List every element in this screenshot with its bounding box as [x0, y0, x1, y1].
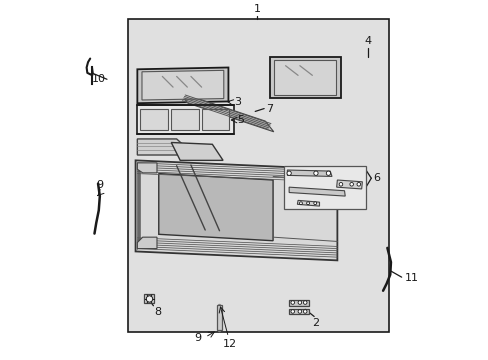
- Circle shape: [339, 183, 342, 186]
- Circle shape: [303, 310, 306, 313]
- Text: 7: 7: [265, 104, 272, 113]
- Circle shape: [146, 296, 152, 302]
- Circle shape: [299, 202, 302, 204]
- Polygon shape: [135, 160, 337, 260]
- Polygon shape: [283, 166, 365, 208]
- Text: 1: 1: [253, 4, 260, 14]
- Text: 12: 12: [223, 339, 237, 349]
- Circle shape: [290, 310, 294, 313]
- Polygon shape: [171, 109, 198, 130]
- Text: 9: 9: [96, 180, 103, 190]
- Circle shape: [298, 310, 301, 313]
- Polygon shape: [216, 305, 222, 330]
- Bar: [128, 19, 388, 332]
- Text: 2: 2: [311, 318, 318, 328]
- Circle shape: [290, 301, 294, 304]
- Text: 10: 10: [92, 74, 106, 84]
- Text: 9: 9: [193, 333, 201, 343]
- Circle shape: [303, 301, 306, 304]
- Text: 5: 5: [237, 115, 244, 125]
- Circle shape: [313, 202, 316, 204]
- Polygon shape: [288, 309, 308, 314]
- Text: 6: 6: [372, 173, 379, 183]
- Polygon shape: [288, 187, 345, 196]
- Polygon shape: [137, 139, 194, 155]
- Circle shape: [349, 183, 353, 186]
- Polygon shape: [179, 93, 273, 132]
- Polygon shape: [137, 237, 157, 249]
- Text: 8: 8: [154, 307, 161, 317]
- Circle shape: [298, 301, 301, 304]
- Polygon shape: [288, 300, 308, 306]
- Polygon shape: [142, 70, 224, 100]
- Circle shape: [325, 171, 330, 175]
- Polygon shape: [269, 57, 340, 98]
- Polygon shape: [137, 67, 228, 103]
- Text: 11: 11: [404, 273, 418, 283]
- Text: 4: 4: [364, 36, 370, 46]
- Text: 3: 3: [233, 97, 240, 107]
- Circle shape: [313, 171, 317, 175]
- Polygon shape: [273, 60, 336, 95]
- Polygon shape: [171, 143, 223, 160]
- Circle shape: [286, 171, 291, 175]
- Polygon shape: [336, 180, 362, 189]
- Circle shape: [356, 183, 360, 186]
- Polygon shape: [201, 109, 229, 130]
- Polygon shape: [287, 170, 331, 176]
- Polygon shape: [297, 201, 319, 206]
- Polygon shape: [137, 163, 157, 173]
- Polygon shape: [159, 174, 272, 241]
- Polygon shape: [140, 109, 168, 130]
- Polygon shape: [137, 105, 233, 134]
- Polygon shape: [144, 294, 154, 303]
- Circle shape: [306, 202, 309, 204]
